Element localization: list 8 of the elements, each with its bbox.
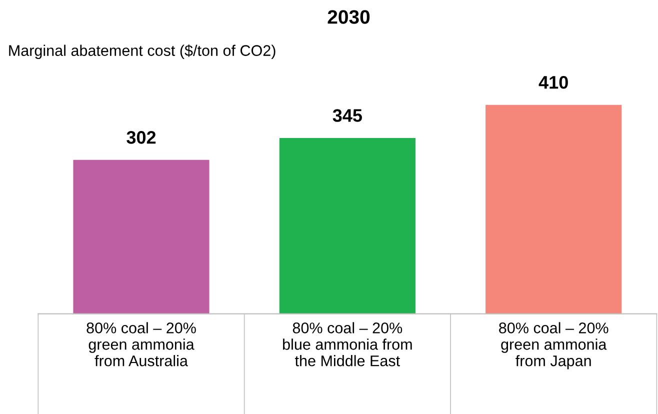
data-label: 345 — [332, 109, 362, 122]
y-axis-title: Marginal abatement cost ($/ton of CO2) — [9, 44, 276, 59]
data-label: 410 — [538, 76, 568, 89]
x-tick-label: 80% coal – 20% blue ammonia from the Middle East — [283, 322, 412, 366]
x-tick-label: 80% coal – 20% green ammonia from Australia — [86, 322, 196, 366]
x-tick-label: 80% coal – 20% green ammonia from Japan — [499, 322, 608, 370]
data-label: 302 — [126, 131, 156, 144]
chart-title: 2030 — [328, 10, 370, 24]
